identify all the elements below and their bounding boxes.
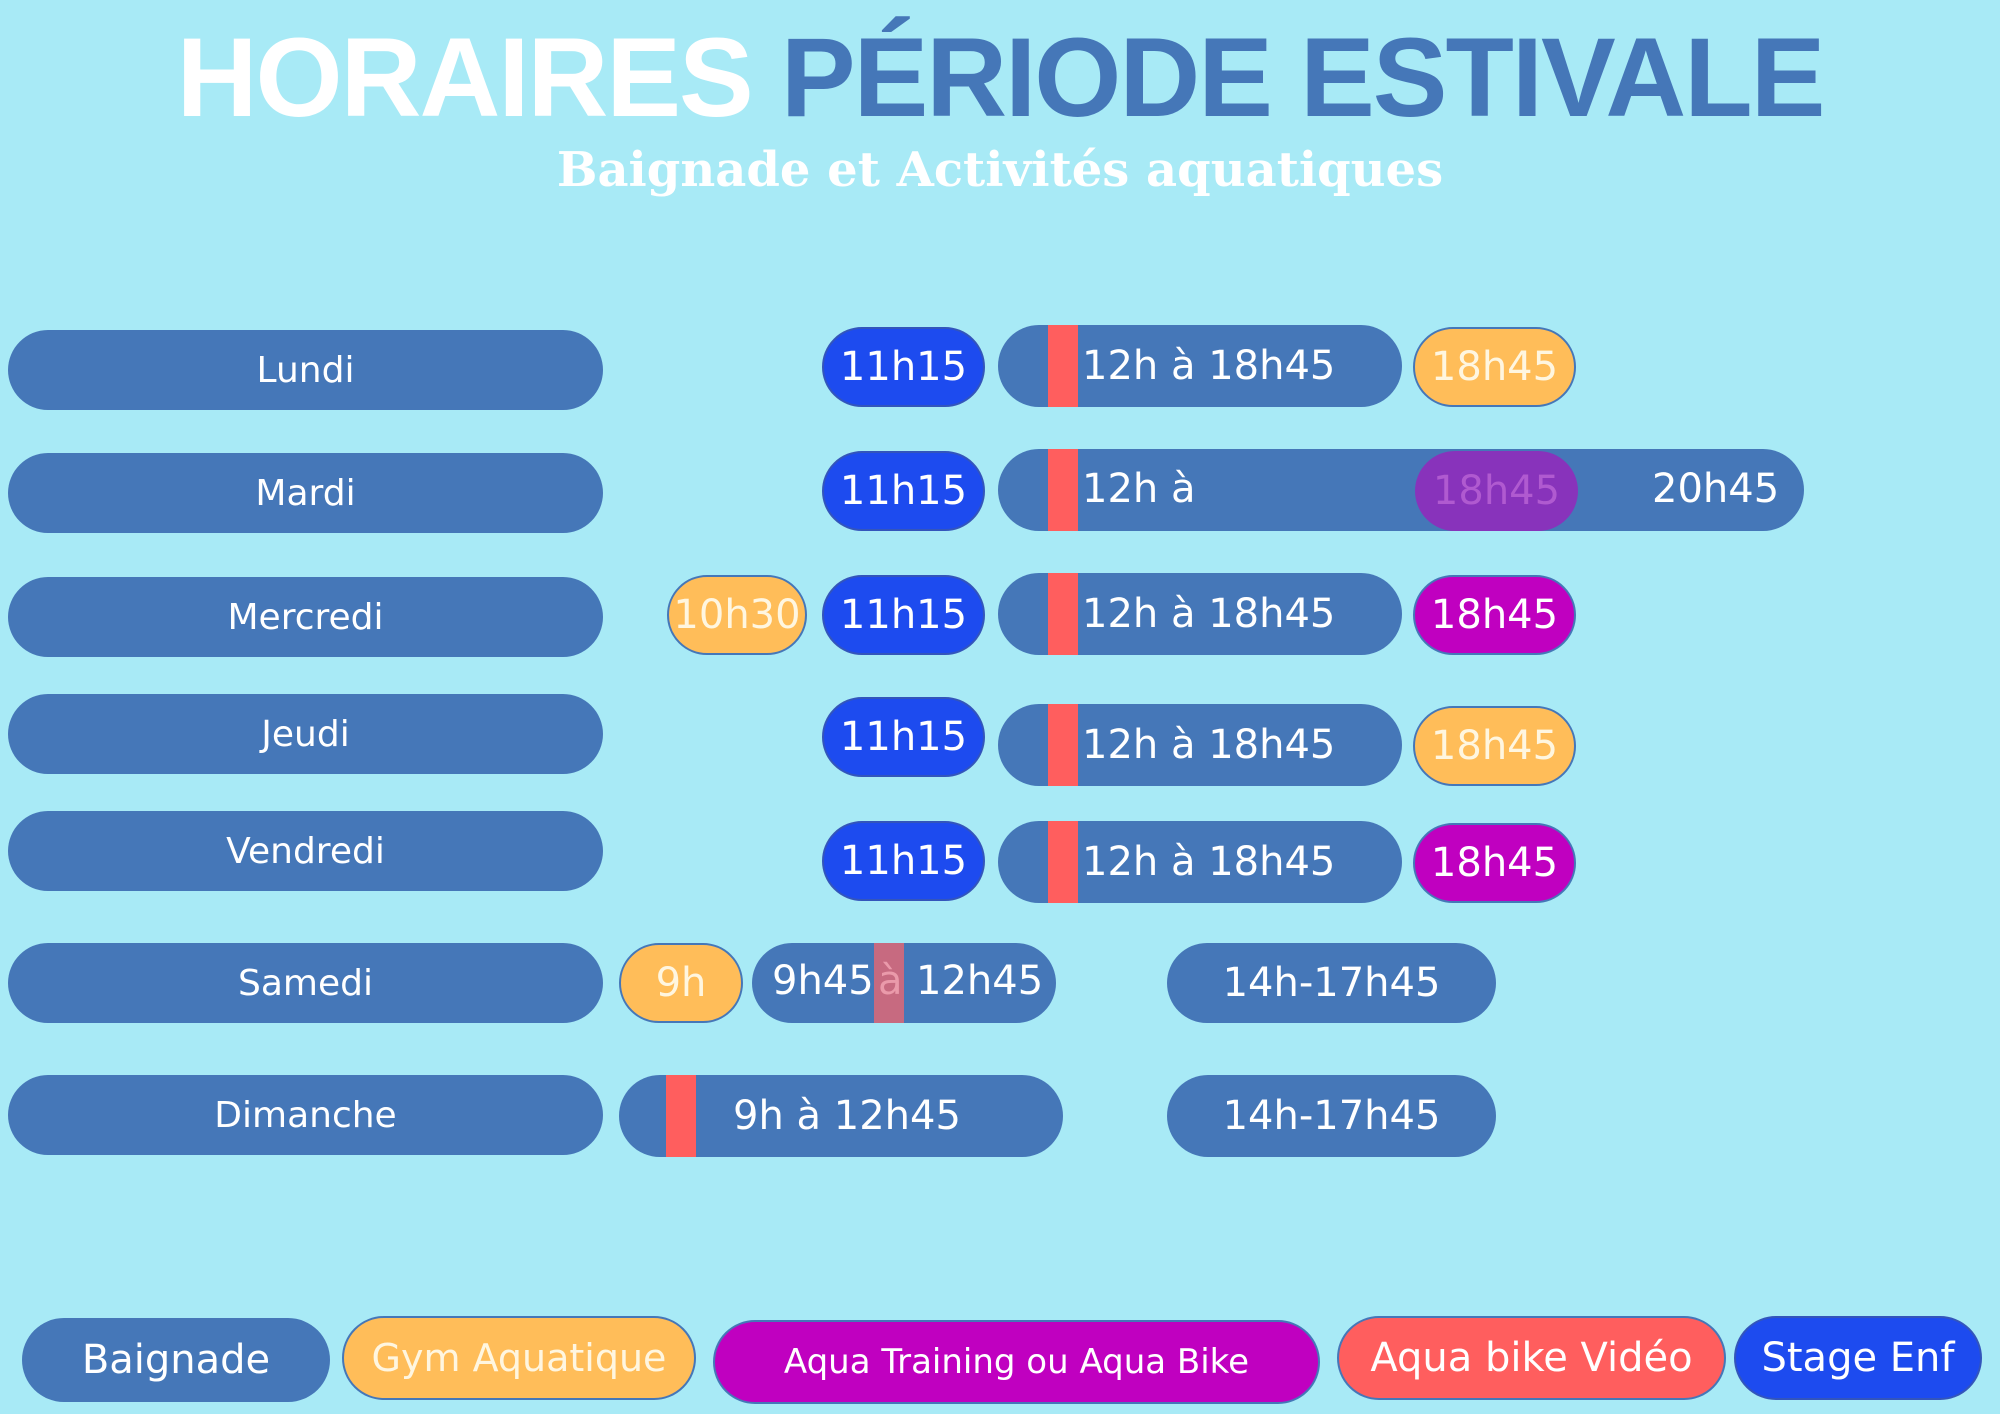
mercredi-gym-morning-slot: 10h30 (667, 575, 807, 655)
lundi-stage-slot: 11h15 (822, 327, 985, 407)
mardi-baignade-start: 12h à (1082, 466, 1196, 512)
jeudi-aqua-bike-marker (1048, 704, 1078, 786)
vendredi-aqua-bike-marker (1048, 821, 1078, 903)
dimanche-aqua-bike-marker (666, 1075, 696, 1157)
mardi-baignade-end: 20h45 (1652, 466, 1780, 512)
day-label-mercredi: Mercredi (8, 577, 603, 657)
dimanche-baignade-afternoon-slot: 14h-17h45 (1167, 1075, 1496, 1157)
samedi-morning-sep: à (878, 958, 903, 1004)
vendredi-stage-slot: 11h15 (822, 821, 985, 901)
legend-stage-enfants: Stage Enf (1734, 1316, 1982, 1400)
jeudi-baignade-text: 12h à 18h45 (1082, 722, 1336, 768)
mercredi-aqua-bike-marker (1048, 573, 1078, 655)
legend-baignade: Baignade (22, 1318, 330, 1402)
samedi-baignade-morning-slot (752, 943, 1056, 1023)
mercredi-baignade-text: 12h à 18h45 (1082, 591, 1336, 637)
day-label-samedi: Samedi (8, 943, 603, 1023)
lundi-aqua-bike-marker (1048, 325, 1078, 407)
samedi-baignade-afternoon-slot: 14h-17h45 (1167, 943, 1496, 1023)
vendredi-aqua-training-slot: 18h45 (1413, 823, 1576, 903)
title-part-horaires: HORAIRES (176, 15, 754, 140)
mercredi-stage-slot: 11h15 (822, 575, 985, 655)
mercredi-aqua-training-slot: 18h45 (1413, 575, 1576, 655)
mardi-aqua-bike-marker (1048, 449, 1078, 531)
samedi-morning-start: 9h45 (772, 958, 874, 1004)
legend-gym-aquatique: Gym Aquatique (342, 1316, 696, 1400)
mardi-stage-slot: 11h15 (822, 451, 985, 531)
samedi-aqua-bike-marker (874, 943, 904, 1023)
lundi-baignade-text: 12h à 18h45 (1082, 343, 1336, 389)
day-label-dimanche: Dimanche (8, 1075, 603, 1155)
title-part-periode: PÉRIODE ESTIVALE (780, 15, 1826, 140)
day-label-vendredi: Vendredi (8, 811, 603, 891)
day-label-lundi: Lundi (8, 330, 603, 410)
page-title: HORAIRES PÉRIODE ESTIVALE (0, 18, 2000, 138)
mardi-baignade-slot (998, 449, 1804, 531)
legend-aqua-bike-video: Aqua bike Vidéo (1337, 1316, 1726, 1400)
vendredi-baignade-text: 12h à 18h45 (1082, 839, 1336, 885)
legend-aqua-training: Aqua Training ou Aqua Bike (713, 1320, 1320, 1404)
lundi-gym-slot: 18h45 (1413, 327, 1576, 407)
page-subtitle: Baignade et Activités aquatiques (556, 142, 1444, 198)
jeudi-gym-slot: 18h45 (1413, 706, 1576, 786)
samedi-morning-end: 12h45 (916, 958, 1044, 1004)
mardi-aqua-overlay-slot: 18h45 (1415, 451, 1578, 531)
day-label-mardi: Mardi (8, 453, 603, 533)
samedi-gym-morning-slot: 9h (619, 943, 743, 1023)
jeudi-stage-slot: 11h15 (822, 697, 985, 777)
dimanche-baignade-text: 9h à 12h45 (733, 1093, 961, 1139)
day-label-jeudi: Jeudi (8, 694, 603, 774)
